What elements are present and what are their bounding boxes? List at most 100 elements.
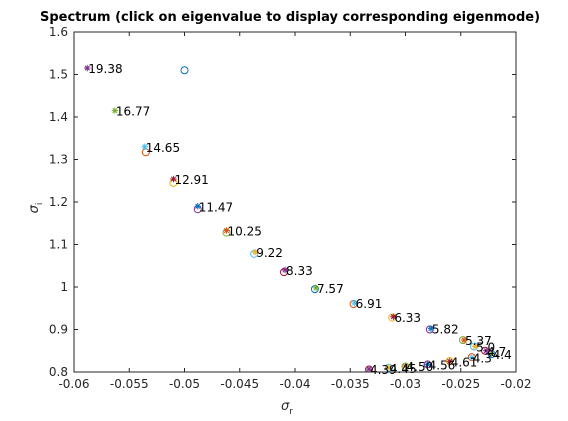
axis-ticks: -0.06 -0.055 -0.05 -0.045 -0.04 -0.035 -0.03 -0…: [49, 25, 532, 391]
spectrum-circle-marker: [384, 363, 393, 372]
eigenvalue-star-d2: [352, 300, 358, 306]
eigenvalue-label[interactable]: 6.33: [394, 311, 421, 325]
eigenvalue-star-d2: [282, 267, 288, 273]
eigenvalue-point[interactable]: [312, 284, 320, 292]
x-tick-label: -0.03: [390, 377, 421, 391]
eigenvalue-point[interactable]: [385, 364, 393, 371]
eigenvalue-point[interactable]: [281, 266, 289, 274]
y-axis-label-symbol: σ: [27, 204, 42, 213]
plot-area: [74, 32, 516, 372]
eigenvalue-star-d2: [390, 314, 396, 320]
eigenvalue-star-d2: [366, 366, 372, 372]
x-tick-label: -0.045: [220, 377, 259, 391]
eigenvalue-label[interactable]: 7.57: [317, 282, 344, 296]
eigenvalue-label[interactable]: 4.7: [487, 345, 506, 359]
eigenvalue-point[interactable]: [170, 175, 177, 183]
eigenvalue-label[interactable]: 16.77: [116, 105, 150, 119]
x-axis-label-subscript: r: [289, 407, 293, 417]
eigenvalue-label[interactable]: 8.33: [286, 264, 313, 278]
eigenvalue-point[interactable]: [351, 299, 358, 307]
eigenvalue-star-d2: [313, 285, 319, 291]
x-axis-label: σr: [281, 399, 293, 417]
eigenvalue-label[interactable]: 5.37: [465, 334, 492, 348]
eigenvalue-point[interactable]: [402, 362, 409, 370]
eigenvalue-star-d2: [142, 144, 148, 150]
eigenvalue-point[interactable]: [460, 336, 468, 344]
y-tick-label: 1.1: [49, 238, 68, 252]
eigenvalue-point[interactable]: [111, 107, 119, 114]
eigenvalue-star-d2: [489, 351, 495, 357]
eigenvalue-label[interactable]: 12.91: [174, 173, 208, 187]
y-tick-label: 1.5: [49, 68, 68, 82]
eigenvalue-label[interactable]: 4.50: [407, 360, 434, 374]
eigenvalue-star-d2: [483, 348, 489, 354]
eigenvalue-point[interactable]: [482, 347, 490, 354]
eigenvalue-label[interactable]: 4.61: [451, 355, 478, 369]
eigenvalue-point[interactable]: [365, 365, 373, 372]
eigenvalue-point[interactable]: [252, 248, 259, 256]
eigenvalue-point[interactable]: [471, 343, 479, 350]
eigenvalue-star-d2: [84, 65, 90, 71]
eigenvalue-star-d2: [428, 326, 434, 332]
eigenvalue-point[interactable]: [390, 313, 397, 320]
eigenvalue-point[interactable]: [194, 203, 201, 210]
eigenvalue-star-d2: [402, 363, 409, 369]
eigenvalue-label[interactable]: 4.4: [493, 348, 512, 362]
chart-title: Spectrum (click on eigenvalue to display…: [40, 10, 540, 25]
y-axis-label: σi: [27, 203, 45, 214]
eigenvalue-label[interactable]: 11.47: [199, 200, 233, 214]
x-tick-label: -0.04: [279, 377, 310, 391]
eigenvalue-label[interactable]: 5.0: [476, 341, 495, 355]
eigenvalue-label[interactable]: 4.3: [473, 352, 492, 366]
eigenvalue-point[interactable]: [468, 354, 475, 361]
eigenvalue-star-d2: [195, 203, 201, 209]
spectrum-circle-marker: [388, 313, 397, 322]
y-tick-label: 0.8: [49, 365, 68, 379]
y-tick-label: 1.3: [49, 153, 68, 167]
axes-box: [73, 31, 517, 373]
spectrum-circle-marker: [425, 325, 434, 334]
x-axis-label-symbol: σ: [281, 399, 290, 414]
eigenvalue-star-d2: [170, 176, 177, 182]
x-tick-label: -0.035: [331, 377, 370, 391]
eigenvalue-label[interactable]: 6.91: [356, 297, 383, 311]
eigenvalue-point[interactable]: [446, 358, 453, 365]
y-tick-label: 1.4: [49, 110, 68, 124]
eigenvalue-label[interactable]: 14.65: [146, 141, 180, 155]
eigenvalue-star-d2: [112, 108, 118, 114]
eigenvalue-point[interactable]: [488, 350, 495, 358]
eigenvalue-label[interactable]: 9.22: [256, 246, 283, 260]
eigenvalue-label[interactable]: 19.38: [88, 62, 122, 76]
x-tick-label: -0.025: [441, 377, 480, 391]
y-tick-label: 1.2: [49, 195, 68, 209]
eigenvalue-label[interactable]: 4.56: [429, 358, 456, 372]
x-tick-label: -0.02: [500, 377, 531, 391]
eigenvalue-point[interactable]: [84, 64, 91, 72]
y-axis-label-subscript: i: [35, 203, 45, 206]
eigenvalue-star-d2: [461, 337, 467, 343]
eigenvalue-label[interactable]: 5.82: [432, 323, 459, 337]
eigenvalue-star-d2: [469, 354, 475, 361]
spectrum-circle-marker: [423, 360, 432, 369]
eigenvalue-point[interactable]: [141, 143, 148, 150]
eigenvalue-point[interactable]: [223, 227, 230, 234]
data-marks: [84, 64, 496, 372]
spectrum-circle-marker: [180, 66, 189, 75]
x-tick-label: -0.05: [169, 377, 200, 391]
spectrum-circle-marker: [349, 300, 358, 308]
y-tick-label: 0.9: [49, 323, 68, 337]
eigenvalue-star-d2: [472, 343, 478, 350]
eigenvalue-point[interactable]: [427, 325, 435, 332]
x-tick-label: -0.06: [58, 377, 89, 391]
y-tick-label: 1: [60, 280, 68, 294]
eigenvalue-star-d2: [223, 227, 230, 234]
spectrum-circle-marker: [141, 148, 150, 157]
spectrum-circle-marker: [310, 285, 319, 294]
eigenvalue-point[interactable]: [424, 361, 431, 368]
eigenvalue-star-d2: [447, 358, 453, 364]
eigenvalue-label[interactable]: 10.25: [227, 224, 261, 238]
eigenvalue-label[interactable]: 4.39: [370, 363, 397, 377]
eigenvalue-star-d2: [425, 361, 431, 367]
eigenvalue-star-d2: [386, 365, 392, 371]
